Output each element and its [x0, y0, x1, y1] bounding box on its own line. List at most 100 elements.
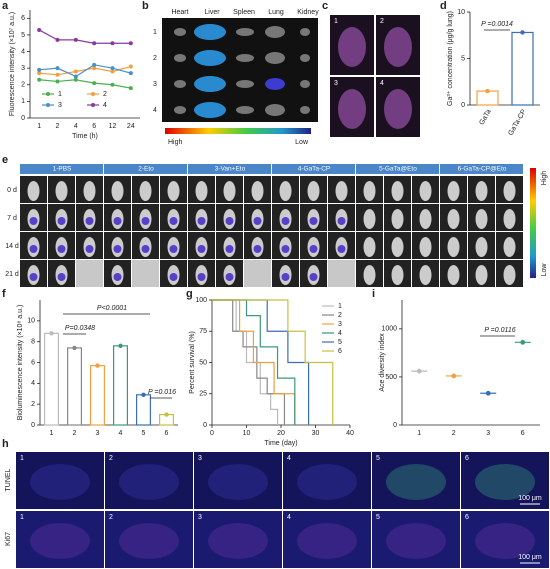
group-header [20, 164, 103, 174]
y-axis-label: Percent survival (%) [189, 331, 196, 394]
signal [29, 245, 38, 253]
mouse [27, 181, 40, 201]
y-tick-label: 5 [461, 55, 465, 62]
x-tick-label: 0 [210, 430, 214, 437]
organ [265, 52, 285, 64]
point [110, 69, 115, 74]
y-tick-label: 0 [31, 422, 35, 429]
y-tick-label: 6 [21, 15, 25, 22]
mouse [167, 181, 180, 201]
y-tick-label: 0 [393, 422, 397, 429]
signal [141, 245, 150, 253]
mouse-image [76, 260, 103, 287]
tile-label: 4 [287, 455, 291, 462]
mouse [447, 181, 460, 201]
colorbar-label: High [541, 171, 548, 186]
x-tick-label: GaTa-CP [507, 108, 528, 137]
group-label: 2-Eto [138, 166, 154, 173]
group-label: 6-GaTa-CP@Eto [458, 166, 507, 173]
dot [416, 368, 422, 374]
bar-point [118, 343, 123, 349]
signal [197, 217, 206, 225]
mouse [503, 265, 516, 285]
organ-label: Heart [171, 9, 188, 16]
scale-label: 100 μm [518, 554, 542, 561]
mouse [503, 237, 516, 257]
day-label: 14 d [5, 243, 19, 250]
y-tick-label: 5 [21, 32, 25, 39]
tile-label: 3 [334, 80, 338, 87]
organ [194, 50, 226, 66]
mouse [419, 181, 432, 201]
point [55, 79, 60, 84]
point [128, 64, 133, 69]
organ [194, 76, 226, 92]
texture [475, 523, 535, 559]
mouse [251, 181, 264, 201]
mouse [363, 265, 376, 285]
point [110, 41, 115, 46]
mouse [55, 181, 68, 201]
organ [174, 28, 186, 36]
y-tick-label: 25 [199, 391, 207, 398]
group-label: 4-GaTa-CP [298, 166, 331, 173]
organ [236, 106, 254, 114]
group-label: 5-GaTa@Eto [379, 166, 417, 173]
panel-letter: d [440, 0, 447, 12]
line [39, 64, 131, 78]
y-tick-label: 2 [21, 82, 25, 89]
mouse [419, 265, 432, 285]
signal [253, 245, 262, 253]
signal [337, 245, 346, 253]
legend-label: 1 [338, 303, 342, 310]
x-tick-label: 1 [417, 430, 421, 437]
y-axis-label: Bioluminescence intensity (×10⁸ a.u.) [17, 305, 24, 421]
tile-label: 4 [287, 514, 291, 521]
organ-label: Liver [204, 9, 220, 16]
line [39, 79, 131, 89]
x-tick-label: 20 [277, 430, 285, 437]
tile-label: 5 [376, 455, 380, 462]
y-axis-label: Ga³⁺ concentration (μg/g lung) [447, 11, 454, 106]
group-header [440, 164, 523, 174]
texture [386, 523, 446, 559]
y-tick-label: 10 [27, 318, 35, 325]
organ [265, 26, 285, 38]
group-header [356, 164, 439, 174]
mouse [391, 181, 404, 201]
point [55, 66, 60, 71]
bar-point [520, 30, 525, 35]
mouse [307, 181, 320, 201]
mouse [447, 237, 460, 257]
x-tick-label: 1 [37, 123, 41, 130]
bar-point [49, 331, 54, 336]
colorbar-label: Low [541, 263, 548, 277]
point [128, 71, 133, 76]
mouse [419, 237, 432, 257]
tile-label: 2 [380, 18, 384, 25]
legend-swatch [46, 103, 50, 107]
organ [174, 80, 186, 88]
mouse [475, 181, 488, 201]
legend-swatch [91, 92, 95, 96]
point [92, 81, 97, 86]
mouse-image [132, 260, 159, 287]
survival-line [212, 299, 334, 425]
signal [337, 217, 346, 225]
signal [57, 273, 66, 281]
y-tick-label: 10 [457, 9, 465, 16]
line [38, 29, 131, 44]
mouse [475, 237, 488, 257]
x-tick-label: 3 [486, 430, 490, 437]
row-label: Ki67 [5, 532, 12, 546]
y-tick-label: 100 [195, 297, 207, 304]
mouse [447, 209, 460, 229]
y-tick-label: 0 [203, 422, 207, 429]
signal [281, 273, 290, 281]
mouse [363, 181, 376, 201]
tile-label: 6 [465, 455, 469, 462]
tile-label: 5 [376, 514, 380, 521]
point [55, 72, 60, 77]
group-header [104, 164, 187, 174]
x-tick-label: 4 [119, 430, 123, 437]
